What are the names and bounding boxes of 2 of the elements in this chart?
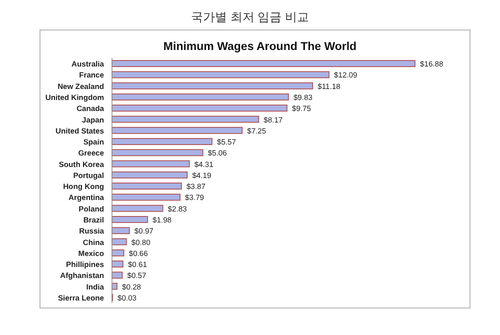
title: 국가별 최저 임금 비교	[191, 10, 309, 24]
subtitle: Minimum Wages Around The World	[163, 41, 357, 53]
